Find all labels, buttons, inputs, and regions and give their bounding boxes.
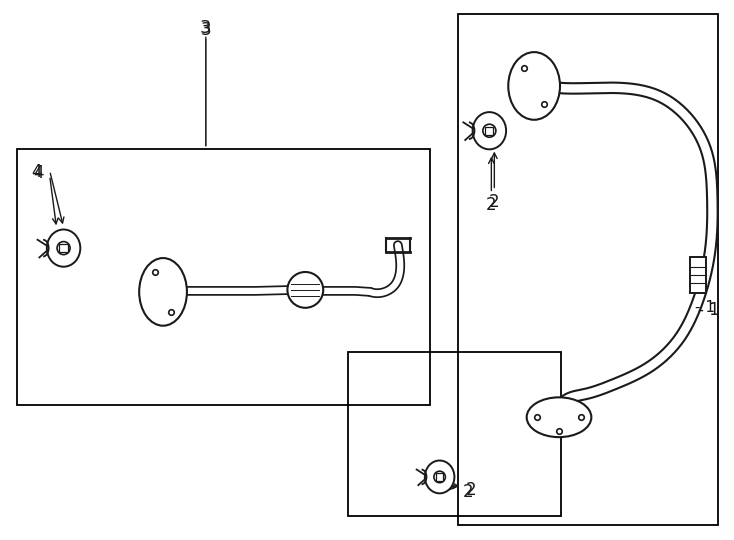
Bar: [485, 126, 493, 135]
Text: 4: 4: [34, 164, 44, 181]
Text: 3: 3: [200, 19, 211, 37]
Text: - 1: - 1: [699, 301, 720, 319]
Text: 4: 4: [32, 163, 43, 180]
Text: 2: 2: [462, 483, 473, 501]
Text: - 1: - 1: [695, 300, 715, 315]
Ellipse shape: [139, 258, 187, 326]
Bar: [17, 148, 429, 406]
Bar: [436, 474, 443, 481]
Bar: [457, 15, 718, 525]
Ellipse shape: [527, 397, 592, 437]
Text: 2: 2: [465, 481, 476, 499]
Ellipse shape: [47, 230, 80, 267]
Circle shape: [483, 124, 496, 137]
Circle shape: [434, 471, 446, 483]
Bar: [59, 244, 68, 252]
Text: 2: 2: [489, 193, 500, 211]
Ellipse shape: [473, 112, 506, 150]
Text: 3: 3: [200, 21, 211, 39]
Circle shape: [288, 272, 323, 308]
Bar: [348, 352, 561, 516]
Ellipse shape: [425, 461, 454, 494]
Text: 2: 2: [486, 197, 497, 214]
Bar: [691, 257, 706, 293]
Circle shape: [57, 241, 70, 255]
Ellipse shape: [508, 52, 560, 120]
